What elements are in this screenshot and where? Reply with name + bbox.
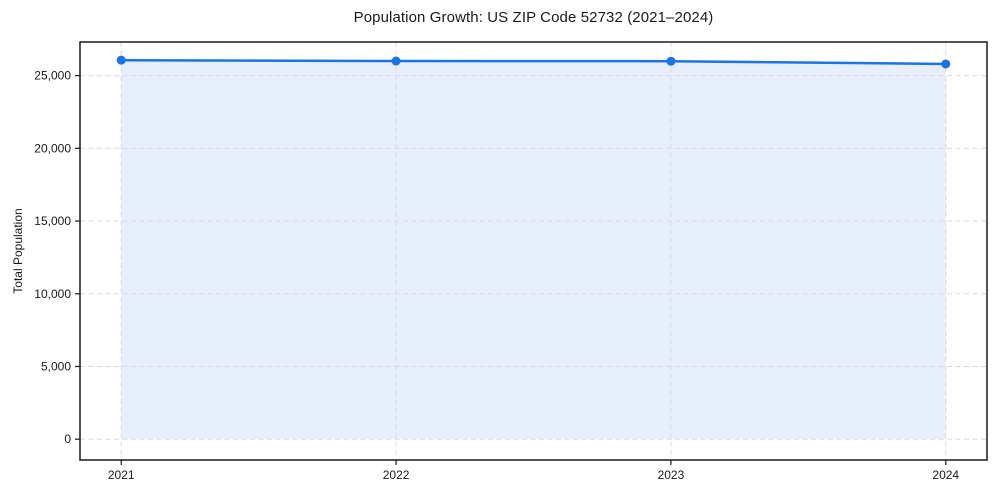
x-tick-label: 2022 — [383, 468, 410, 482]
area-fill — [121, 60, 946, 440]
y-tick-label: 15,000 — [34, 214, 71, 228]
data-line — [119, 58, 948, 66]
y-tick-label: 0 — [64, 432, 71, 446]
y-tick-label: 10,000 — [34, 287, 71, 301]
axis-spines — [79, 41, 988, 461]
x-tick-label: 2023 — [658, 468, 685, 482]
data-point — [116, 55, 126, 65]
data-point — [391, 56, 401, 66]
x-tick-label: 2024 — [932, 468, 959, 482]
y-tick-label: 20,000 — [34, 141, 71, 155]
y-tick-label: 5,000 — [41, 359, 71, 373]
y-tick-label: 25,000 — [34, 69, 71, 83]
data-point — [666, 56, 676, 66]
chart-title: Population Growth: US ZIP Code 52732 (20… — [353, 9, 714, 26]
x-tick-label: 2021 — [108, 468, 135, 482]
data-point — [941, 59, 951, 69]
